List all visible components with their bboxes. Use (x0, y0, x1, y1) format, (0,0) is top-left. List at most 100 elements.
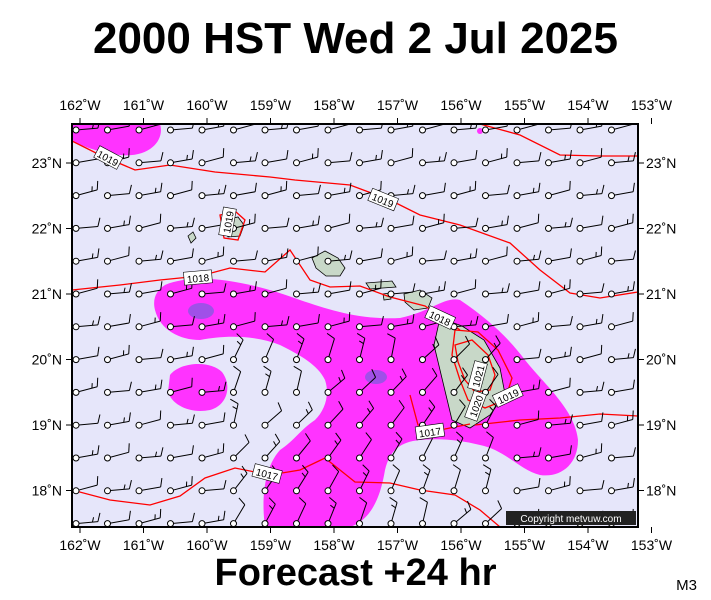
wind-barb (608, 213, 634, 232)
wind-barb (419, 367, 438, 396)
wind-barb (104, 480, 132, 495)
wind-barb (387, 464, 401, 495)
wind-barb (387, 399, 405, 429)
wind-barb (72, 377, 99, 396)
wind-barb (545, 377, 571, 396)
wind-barb (324, 432, 342, 462)
wind-barb (576, 480, 605, 495)
wind-barb (293, 365, 302, 396)
wind-barb (293, 246, 319, 265)
lon-tick-label: 153˚W (631, 97, 673, 113)
lat-tick-label: 20˚N (646, 352, 676, 368)
wind-barb (104, 184, 132, 200)
wind-barb (640, 181, 665, 199)
wind-barb (167, 414, 195, 429)
wind-barb (104, 510, 131, 527)
wind-barb (608, 312, 634, 331)
wind-barb (356, 279, 382, 298)
wind-barb (419, 124, 445, 134)
wind-barb (450, 335, 471, 364)
wind-barb (608, 250, 636, 265)
wind-barb (387, 246, 414, 265)
wind-barb (356, 124, 383, 134)
wind-barb (198, 148, 225, 167)
lon-tick-label: 154˚W (567, 97, 609, 113)
wind-barb (482, 313, 509, 331)
wind-barb (356, 248, 383, 265)
wind-barb (482, 184, 510, 200)
map-title: 2000 HST Wed 2 Jul 2025 (92, 14, 618, 63)
wind-barb (356, 432, 372, 462)
wind-barb (513, 152, 542, 167)
wind-barb (230, 497, 246, 527)
axes: 162˚W 162˚W 161˚W 161˚W 160˚W 160˚W 159˚W 159˚W… (32, 97, 677, 553)
wind-barb (513, 312, 540, 331)
wind-barb (293, 124, 319, 134)
lat-tick-label: 22˚N (646, 221, 676, 237)
wind-barb (135, 152, 164, 167)
wind-barb (261, 402, 283, 429)
wind-barb (608, 182, 635, 200)
wind-barb (545, 414, 573, 429)
wind-barb (545, 279, 571, 298)
wind-barb (545, 316, 573, 331)
wind-barb (387, 313, 415, 331)
lon-tick-label: 160˚W (186, 537, 228, 553)
wind-barb (167, 149, 194, 167)
wind-barb (72, 414, 101, 429)
wind-barb (482, 335, 501, 364)
wind-barb (356, 333, 366, 364)
lon-tick-label: 160˚W (186, 97, 228, 113)
wind-barb (261, 433, 281, 462)
wind-barb (104, 283, 132, 298)
wind-barb (356, 496, 368, 527)
wind-barb (576, 283, 605, 298)
lat-tick-label: 23˚N (32, 155, 62, 171)
wind-barb (104, 344, 130, 364)
isobar-label: 1018 (183, 269, 213, 286)
map-frame (71, 123, 639, 528)
wind-barb (640, 378, 665, 396)
wind-barb (450, 367, 468, 396)
wind-barb (419, 250, 447, 265)
wind-barb (230, 281, 257, 298)
wind-barb (135, 379, 163, 396)
lat-tick-label: 21˚N (646, 286, 676, 302)
wind-barb (419, 399, 436, 429)
copyright-box: Copyright metvuw.com (506, 511, 636, 525)
wind-barb (198, 313, 226, 331)
lon-tick-label: 162˚W (59, 537, 101, 553)
wind-barb (167, 248, 194, 265)
wind-barb (167, 476, 193, 495)
wind-barb (324, 213, 351, 232)
isobar-1020 (451, 329, 513, 409)
wind-barb (230, 182, 257, 200)
wind-barb (576, 412, 604, 429)
wind-barb (261, 316, 290, 331)
wind-barb (640, 248, 666, 264)
wind-barb (261, 279, 288, 298)
wind-barb (261, 180, 288, 200)
wind-barb (419, 464, 431, 495)
wind-barb (608, 348, 636, 364)
wind-barb (167, 445, 194, 462)
wind-barb (293, 215, 320, 232)
wind-barb (230, 250, 258, 265)
wind-barb (387, 215, 415, 232)
wind-barb (72, 346, 100, 364)
wind-barb (261, 497, 276, 527)
wind-barb (640, 513, 667, 527)
lon-tick-label: 159˚W (250, 97, 292, 113)
wind-barb (450, 464, 461, 495)
wind-barb (356, 369, 377, 396)
lon-tick-label: 161˚W (123, 97, 165, 113)
wind-barb (230, 398, 239, 429)
wind-barb (545, 445, 572, 462)
wind-barb (167, 217, 195, 232)
lat-tick-label: 19˚N (646, 417, 676, 433)
wind-barb (104, 215, 131, 232)
wind-barb (482, 398, 497, 429)
wind-barb (576, 184, 605, 200)
wind-barb (545, 180, 571, 200)
wind-barb (482, 246, 508, 265)
